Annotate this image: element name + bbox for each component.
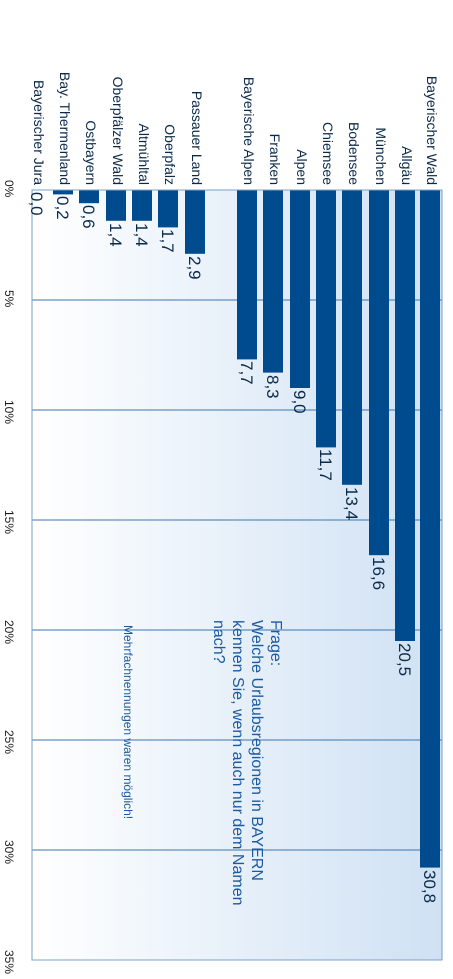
bars [53,190,440,868]
bar [342,190,362,485]
category-label: Alpen [294,149,310,185]
x-tick-label: 25% [2,730,16,755]
value-label: 1,7 [158,229,177,254]
category-label: Bayerischer Jura [31,79,47,185]
question-box: Frage: Welche Urlaubsregionen in BAYERN … [209,620,285,920]
x-tick-label: 30% [2,840,16,865]
category-label: München [373,127,389,185]
bar [158,190,178,228]
category-label: Altmühltal [136,123,152,185]
bar [132,190,152,221]
value-label: 7,7 [237,361,256,386]
bar [263,190,283,373]
value-label: 0,0 [27,192,46,216]
value-label: 16,6 [369,557,388,591]
value-label: 1,4 [132,222,151,247]
x-tick-label: 0% [2,180,16,198]
value-label: 0,6 [79,205,98,229]
footnote: Mehrfachnennungen waren möglich! [121,625,135,820]
category-label: Bayerische Alpen [241,76,257,185]
value-label: 8,3 [263,374,282,399]
value-label: 2,9 [185,255,204,280]
value-label: 1,4 [106,222,125,247]
question-text: Welche Urlaubsregionen in BAYERN kennen … [210,620,265,906]
bar [420,190,440,868]
bar [53,190,73,195]
x-tick-label: 35% [2,950,16,975]
gridlines [32,299,442,851]
category-label: Bay. Thermenland [57,71,73,185]
bar [79,190,99,204]
category-label: Bayerischer Wald [424,75,440,185]
category-label: Franken [267,133,283,185]
category-label: Bodensee [346,121,362,185]
category-label: Ostbayern [83,120,99,185]
category-label: Chiemsee [320,121,336,185]
x-tick-label: 10% [2,400,16,425]
value-label: 0,2 [53,196,72,221]
x-tick-label: 5% [2,290,16,308]
value-label: 20,5 [395,643,414,677]
value-label: 30,8 [420,869,439,903]
category-label: Oberpfalz [162,124,178,185]
bar [316,190,336,448]
bar [290,190,310,388]
plot-frame [31,189,443,961]
category-label: Allgäu [399,146,415,185]
value-label: 11,7 [316,449,335,482]
question-label: Frage: [267,620,284,667]
category-label: Passauer Land [189,90,205,185]
bar [395,190,415,641]
category-label: Oberpfälzer Wald [110,76,126,185]
value-label: 13,4 [342,486,361,520]
bar [106,190,126,221]
bar [369,190,389,556]
bar [237,190,257,360]
value-label: 9,0 [290,390,309,414]
x-tick-label: 15% [2,510,16,535]
x-tick-label: 20% [2,620,16,645]
bar [185,190,205,254]
